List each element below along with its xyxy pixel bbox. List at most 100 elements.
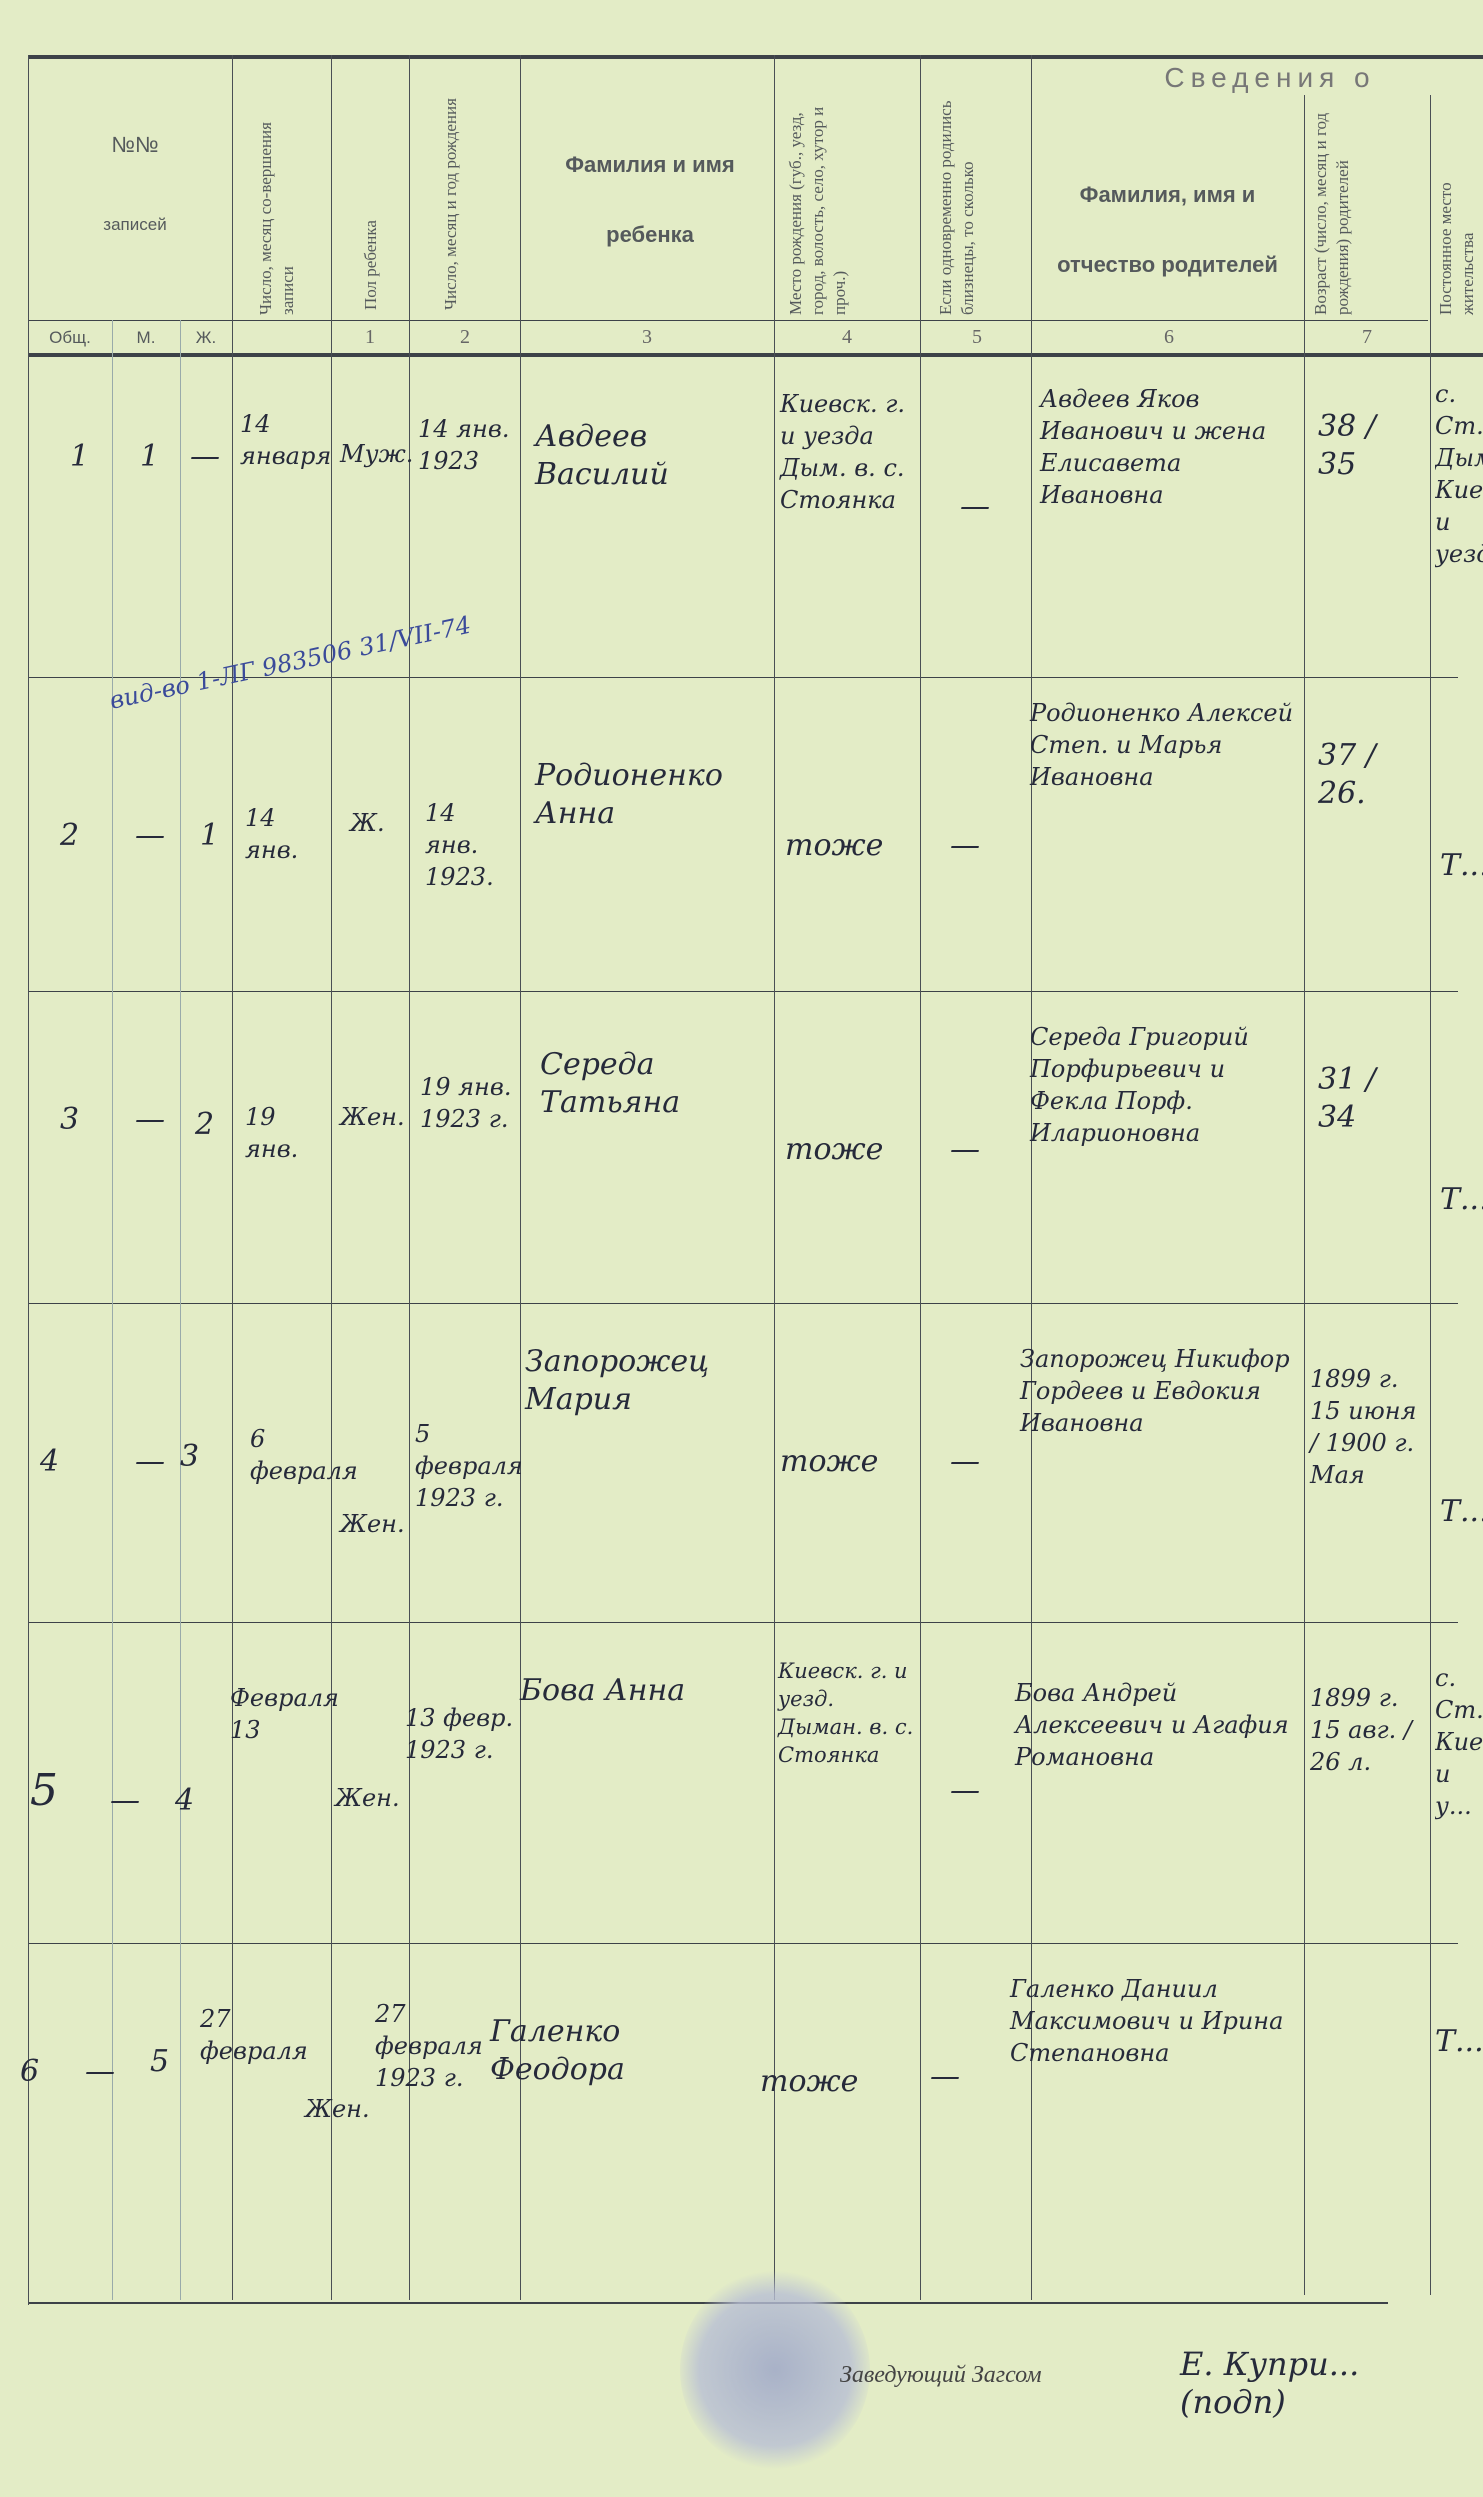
birth-date-header: Число, месяц и год рождения <box>441 98 460 310</box>
birth-date: 5 февраля 1923 г. <box>415 1420 523 1512</box>
col-rule <box>331 55 332 2300</box>
table-row: 4 — 3 6 февраля Жен. 5 февраля 1923 г. З… <box>0 1303 1483 1622</box>
birth-place: Киевск. г. и уезда Дым. в. с. Стоянка <box>780 390 905 514</box>
birth-date: 27 февраля 1923 г. <box>375 2000 483 2092</box>
col-number: 5 <box>972 326 982 348</box>
sex: Жен. <box>305 2095 370 2123</box>
col-rule <box>180 320 181 2300</box>
twins: — <box>950 828 980 863</box>
birth-place: тоже <box>760 2064 859 2099</box>
official-stamp <box>680 2270 870 2470</box>
row-rule <box>28 1303 1458 1304</box>
total-no: 3 <box>60 1102 80 1137</box>
f-no: 5 <box>150 2044 170 2079</box>
row-rule <box>28 1943 1458 1944</box>
birth-date: 13 февр. 1923 г. <box>405 1704 514 1764</box>
sex: Жен. <box>335 1784 400 1812</box>
sub-total: Общ. <box>49 328 91 347</box>
parents-ages: 31 / 34 <box>1318 1062 1376 1135</box>
birth-place: тоже <box>780 1444 879 1479</box>
child-name: Середа Татьяна <box>540 1047 681 1120</box>
record-date: 14 янв. <box>245 804 299 864</box>
total-no: 1 <box>70 439 90 474</box>
child-name: Запорожец Мария <box>525 1344 710 1417</box>
total-no: 2 <box>60 818 80 853</box>
birth-place: Киевск. г. и уезд. Дыман. в. с. Стоянка <box>778 1659 914 1767</box>
parents-ages: 38 / 35 <box>1318 409 1376 482</box>
residence: с. Ст... Дым... Киев... и уезда <box>1435 380 1483 568</box>
parents-age-header: Возраст (число, месяц и год рождения) ро… <box>1311 112 1352 315</box>
row-rule <box>28 991 1458 992</box>
residence: Т... <box>1435 2024 1483 2059</box>
parents: Галенко Даниил Максимович и Ирина Степан… <box>1010 1975 1284 2067</box>
table-row: 1 1 — 14 января Муж. 14 янв. 1923 Авдеев… <box>0 358 1483 677</box>
birth-place-header: Место рождения (губ., уезд, город, волос… <box>786 106 849 315</box>
child-name-header: Фамилия и имя ребенка <box>565 152 735 247</box>
col-number: 4 <box>842 326 852 348</box>
sub-m: М. <box>136 328 156 347</box>
residence: Т... <box>1440 1494 1483 1529</box>
f-no: 2 <box>195 1107 215 1142</box>
sex: Жен. <box>340 1510 405 1538</box>
record-date: Февраля 13 <box>230 1684 339 1744</box>
col-number: 6 <box>1164 326 1174 348</box>
head-of-registry-label: Заведующий Загсом <box>840 2362 1042 2388</box>
col-rule <box>1304 95 1305 2295</box>
total-no: 6 <box>20 2054 40 2089</box>
header-bottom-rule <box>28 353 1483 357</box>
col-rule <box>232 55 233 2300</box>
birth-place: тоже <box>785 1132 884 1167</box>
m-no: — <box>110 1783 140 1818</box>
parents: Бова Андрей Алексеевич и Агафия Романовн… <box>1015 1679 1289 1771</box>
residence-header: Постоянное место жительства <box>1436 182 1477 315</box>
record-date: 6 февраля <box>250 1425 358 1485</box>
f-no: — <box>190 439 220 474</box>
m-no: — <box>85 2054 115 2089</box>
parents-ages: 1899 г. 15 июня / 1900 г. Мая <box>1310 1365 1417 1489</box>
table-row: 6 — 5 27 февраля Жен. 27 февраля 1923 г.… <box>0 1943 1483 2302</box>
m-no: — <box>135 818 165 853</box>
child-name: Бова Анна <box>520 1673 686 1708</box>
col-rule <box>920 55 921 2300</box>
col-number: 1 <box>365 326 375 348</box>
numbers-row-rule <box>28 320 1428 321</box>
parents-ages: 37 / 26. <box>1318 738 1376 811</box>
table-row: вид-во 1-ЛГ 983506 31/VII-74 2 — 1 14 ян… <box>0 611 1483 991</box>
birth-date: 19 янв. 1923 г. <box>420 1073 512 1133</box>
parents-ages: 1899 г. 15 авг. / 26 л. <box>1310 1684 1412 1776</box>
top-rule <box>28 55 1483 59</box>
col-rule <box>28 55 29 2305</box>
residence: с. Ст... Киев... и у... <box>1435 1664 1483 1820</box>
twins: — <box>930 2059 960 2094</box>
record-date: 19 янв. <box>245 1103 299 1163</box>
twins: — <box>950 1773 980 1808</box>
record-date: 14 января <box>240 410 332 470</box>
twins: — <box>960 489 990 524</box>
section-header: Сведения о <box>1164 62 1376 93</box>
row-rule <box>28 1622 1458 1623</box>
child-name: Авдеев Василий <box>535 419 669 492</box>
records-no-header: №№ <box>111 132 159 157</box>
residence: Т... <box>1440 1182 1483 1217</box>
sex: Жен. <box>340 1103 405 1131</box>
birth-place: тоже <box>785 828 884 863</box>
parents: Авдеев Яков Иванович и жена Елисавета Ив… <box>1040 385 1267 509</box>
col-rule <box>520 55 521 2300</box>
col-rule <box>1031 55 1032 2300</box>
record-date-header: Число, месяц со-вершения записи <box>256 122 297 315</box>
sex: Муж. <box>340 440 414 468</box>
parents: Родионенко Алексей Степ. и Марья Ивановн… <box>1030 699 1294 791</box>
m-no: — <box>135 1102 165 1137</box>
twins: — <box>950 1444 980 1479</box>
col-rule <box>409 55 410 2300</box>
table-row: 3 — 2 19 янв. Жен. 19 янв. 1923 г. Серед… <box>0 991 1483 1303</box>
sex-header: Пол ребенка <box>361 220 380 310</box>
child-name: Родионенко Анна <box>535 758 723 831</box>
parents-header: Фамилия, имя и отчество родителей <box>1057 182 1278 277</box>
signature: Е. Купри... (подп) <box>1180 2345 1360 2421</box>
total-no: 4 <box>40 1444 60 1479</box>
residence: Т... <box>1440 848 1483 883</box>
twins: — <box>950 1132 980 1167</box>
col-rule <box>1430 95 1431 2295</box>
